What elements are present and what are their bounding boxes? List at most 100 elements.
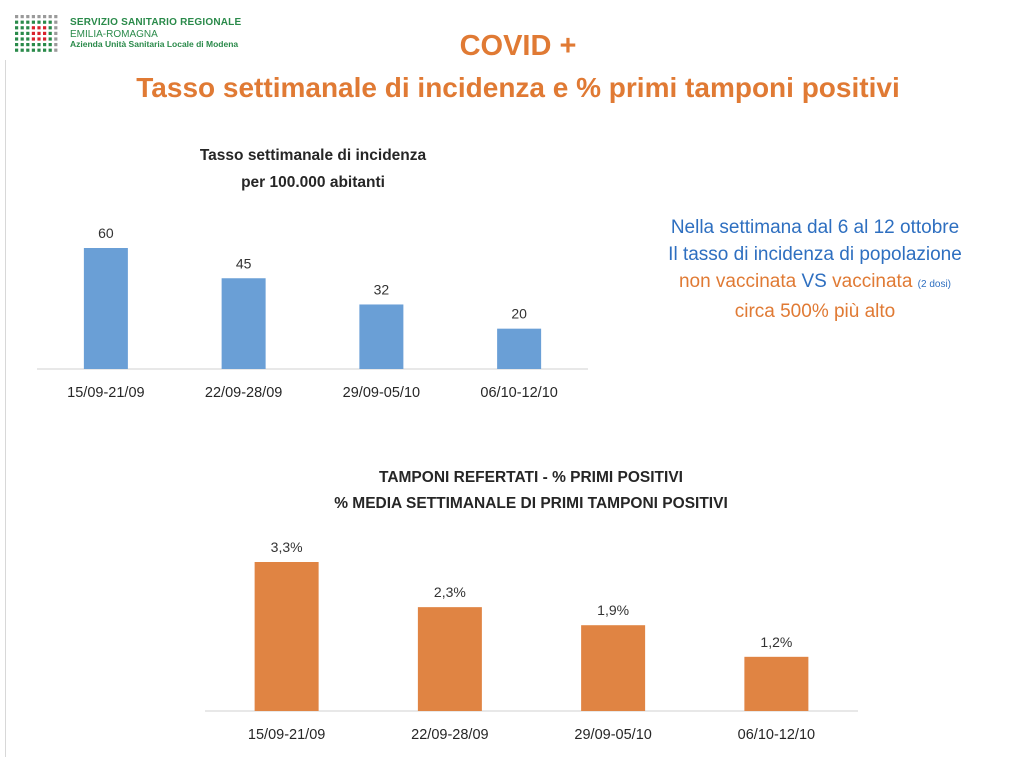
bar: [359, 304, 404, 369]
note-line-2: Il tasso di incidenza di popolazione: [668, 244, 962, 265]
logo-dot: [54, 37, 58, 41]
logo-dot: [26, 43, 30, 47]
note-line-4: circa 500% più alto: [734, 301, 896, 322]
bar: [83, 248, 128, 369]
logo-dot: [43, 20, 47, 24]
logo-dot: [54, 26, 58, 30]
logo-dot: [31, 43, 35, 47]
logo-dot: [54, 31, 58, 35]
x-tick-label: 06/10-12/10: [738, 727, 815, 743]
bar: [497, 328, 542, 369]
data-label: 45: [236, 255, 252, 271]
data-label: 3,3%: [271, 539, 303, 555]
page-title: COVID +: [459, 30, 577, 62]
logo-dot: [48, 43, 52, 47]
page-subtitle: Tasso settimanale di incidenza e % primi…: [136, 72, 900, 103]
note-doses: (2 dosi): [917, 279, 952, 290]
bar: [744, 656, 809, 711]
logo-dot: [37, 15, 41, 19]
logo-dot: [43, 43, 47, 47]
logo-dot: [54, 48, 58, 52]
chart-2: TAMPONI REFERTATI - % PRIMI POSITIVI % ME…: [205, 469, 858, 743]
data-label: 2,3%: [434, 584, 466, 600]
logo-dot: [15, 20, 19, 24]
slide-edge-divider: [5, 60, 6, 757]
x-tick-label: 15/09-21/09: [67, 385, 144, 401]
logo-dot: [43, 26, 47, 30]
logo-dot: [26, 31, 30, 35]
logo-dot: [26, 26, 30, 30]
note-vs: VS: [801, 271, 827, 292]
incidence-note: Nella settimana dal 6 al 12 ottobre Il t…: [620, 214, 1010, 325]
logo-dot: [15, 48, 19, 52]
logo-dot: [43, 48, 47, 52]
logo-dot: [31, 26, 35, 30]
logo-dot: [54, 15, 58, 19]
logo-dot: [20, 20, 24, 24]
ausl-logo: SERVIZIO SANITARIO REGIONALE EMILIA-ROMA…: [8, 8, 248, 58]
note-vaccinated: vaccinata: [826, 271, 918, 292]
chart-subtitle: % MEDIA SETTIMANALE DI PRIMI TAMPONI POS…: [334, 495, 728, 512]
logo-dot: [54, 43, 58, 47]
logo-dot: [26, 48, 30, 52]
x-tick-label: 06/10-12/10: [480, 385, 557, 401]
chart-title: TAMPONI REFERTATI - % PRIMI POSITIVI: [379, 469, 683, 486]
logo-dot: [48, 37, 52, 41]
logo-dot: [54, 20, 58, 24]
logo-dot: [37, 26, 41, 30]
logo-dot: [26, 37, 30, 41]
logo-dot: [43, 37, 47, 41]
data-label: 20: [511, 306, 527, 322]
logo-dot: [48, 15, 52, 19]
logo-dot: [37, 31, 41, 35]
bar: [417, 607, 482, 711]
data-label: 1,2%: [760, 634, 792, 650]
chart-subtitle: per 100.000 abitanti: [241, 174, 385, 191]
logo-dot: [48, 31, 52, 35]
logo-dot: [48, 48, 52, 52]
x-tick-label: 22/09-28/09: [205, 385, 282, 401]
logo-dot: [20, 48, 24, 52]
logo-dot: [15, 43, 19, 47]
logo-dot: [20, 26, 24, 30]
logo-dot: [37, 43, 41, 47]
logo-dot: [31, 37, 35, 41]
logo-dot: [20, 31, 24, 35]
logo-dot-grid-icon: [15, 15, 58, 52]
logo-dot: [20, 37, 24, 41]
data-label: 32: [374, 281, 390, 297]
x-tick-label: 22/09-28/09: [411, 727, 488, 743]
logo-dot: [43, 15, 47, 19]
logo-line-3: Azienda Unità Sanitaria Locale di Modena: [70, 39, 239, 49]
chart-title: Tasso settimanale di incidenza: [200, 147, 427, 164]
logo-dot: [31, 15, 35, 19]
x-tick-label: 29/09-05/10: [574, 727, 651, 743]
logo-dot: [31, 31, 35, 35]
bar: [254, 562, 319, 711]
logo-dot: [15, 26, 19, 30]
logo-dot: [26, 20, 30, 24]
logo-dot: [15, 37, 19, 41]
logo-dot: [15, 31, 19, 35]
data-label: 1,9%: [597, 602, 629, 618]
logo-dot: [48, 20, 52, 24]
note-line-3: non vaccinata VS vaccinata (2 dosi): [620, 268, 1010, 298]
logo-dot: [37, 48, 41, 52]
logo-dot: [31, 20, 35, 24]
chart-1: Tasso settimanale di incidenza per 100.00…: [37, 147, 588, 401]
x-tick-label: 29/09-05/10: [343, 385, 420, 401]
bar: [581, 625, 646, 711]
logo-dot: [37, 37, 41, 41]
logo-line-2: EMILIA-ROMAGNA: [70, 28, 158, 40]
x-tick-label: 15/09-21/09: [248, 727, 325, 743]
logo-line-1: SERVIZIO SANITARIO REGIONALE: [70, 17, 242, 28]
note-unvaccinated: non vaccinata: [678, 271, 802, 292]
note-line-1: Nella settimana dal 6 al 12 ottobre: [670, 217, 960, 238]
data-label: 60: [98, 225, 114, 241]
logo-dot: [15, 15, 19, 19]
logo-dot: [37, 20, 41, 24]
logo-dot: [48, 26, 52, 30]
logo-dot: [26, 15, 30, 19]
